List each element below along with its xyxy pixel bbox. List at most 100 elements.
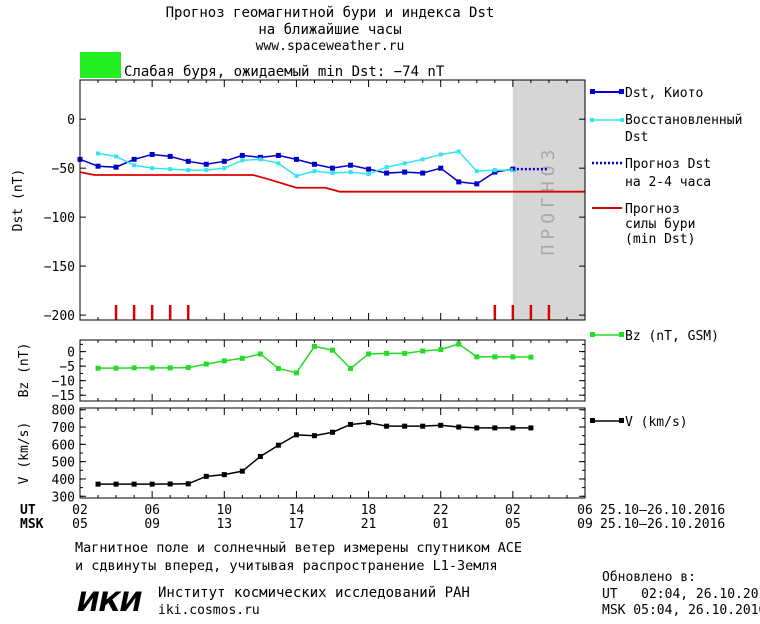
data-point [384, 170, 390, 176]
data-point [239, 355, 245, 361]
title-line1: Прогноз геомагнитной бури и индекса Dst [166, 5, 495, 21]
institute-name: Институт космических исследований РАН [158, 585, 470, 601]
data-point [492, 168, 497, 173]
data-point [95, 365, 101, 371]
legend-bz: Bz (nT, GSM) [590, 329, 719, 344]
speed-frame [79, 407, 586, 499]
data-point [275, 442, 281, 448]
legend-speed-marker [619, 418, 624, 423]
y-tick-label: 0 [67, 113, 75, 128]
series-line [79, 171, 585, 193]
data-point [366, 172, 371, 177]
x-tick-label-msk: 13 [216, 517, 232, 532]
data-point [402, 169, 408, 175]
data-point [384, 350, 390, 356]
data-point [456, 179, 462, 185]
storm-level-swatch [80, 52, 121, 78]
data-point [438, 165, 444, 171]
y-tick-label: −200 [44, 309, 75, 324]
x-tick-label-ut: 06 [577, 503, 593, 518]
bz-panel: 0−5−10−15 Bz (nT) [17, 339, 586, 404]
data-point [528, 425, 534, 431]
data-point [203, 361, 209, 367]
y-tick-label: 500 [52, 456, 75, 471]
x-tick-label-msk: 05 [72, 517, 88, 532]
data-point [113, 481, 119, 487]
data-point [239, 152, 245, 158]
speed-ylabel: V (km/s) [17, 422, 32, 485]
legend-dst-label: Dst, Киото [625, 86, 703, 101]
data-point [221, 158, 227, 164]
ut-axis-label: UT [20, 503, 36, 518]
data-point [114, 154, 119, 159]
data-point [492, 354, 498, 360]
data-point [311, 161, 317, 167]
data-point [420, 423, 426, 429]
data-point [293, 370, 299, 376]
data-point [131, 481, 137, 487]
legend-forecast-label-2: на 2-4 часа [625, 175, 711, 190]
y-tick-label: 0 [67, 346, 75, 361]
note-line1: Магнитное поле и солнечный ветер измерен… [75, 540, 522, 556]
institute-url[interactable]: iki.cosmos.ru [158, 603, 260, 618]
x-tick-label-ut: 02 [72, 503, 88, 518]
source-url[interactable]: www.spaceweather.ru [256, 39, 405, 54]
x-tick-label-ut: 06 [144, 503, 160, 518]
data-point [221, 472, 227, 478]
data-point [474, 169, 479, 174]
data-point [366, 351, 372, 357]
x-tick-label-msk: 09 [577, 517, 593, 532]
data-point [420, 170, 426, 176]
data-point [510, 425, 516, 431]
bz-frame [79, 339, 586, 402]
data-point [438, 152, 443, 157]
legend-bz-label: Bz (nT, GSM) [625, 329, 719, 344]
msk-axis-label: MSK [20, 517, 44, 532]
data-point [149, 481, 155, 487]
iki-logo: ИКИ [77, 587, 143, 618]
legend-storm-label: Прогноз [625, 202, 680, 217]
legend-storm-label-3: (min Dst) [625, 232, 695, 247]
data-point [330, 347, 335, 353]
y-tick-label: 700 [52, 421, 75, 436]
data-point [330, 171, 335, 176]
legend-speed-label: V (km/s) [625, 415, 688, 430]
title-line2: на ближайшие часы [258, 22, 401, 38]
x-tick-label-ut: 14 [289, 503, 305, 518]
legend-dst: Dst, Киото [590, 86, 703, 101]
y-tick-label: −10 [52, 375, 75, 390]
legend-bz-marker [590, 332, 595, 337]
x-tick-label-msk: 17 [289, 517, 305, 532]
legend-dst-marker [590, 89, 595, 94]
data-point [402, 423, 408, 429]
data-point [257, 453, 263, 459]
data-point [348, 162, 354, 168]
data-point [95, 163, 101, 169]
x-tick-label-ut: 02 [505, 503, 521, 518]
data-point [150, 166, 155, 171]
x-tick-label-msk: 01 [433, 517, 449, 532]
data-point [384, 165, 389, 170]
msk-date-range: 25.10–26.10.2016 [600, 517, 725, 532]
data-point [366, 420, 372, 426]
data-point [257, 351, 263, 357]
data-point [203, 473, 209, 479]
data-point [474, 425, 480, 431]
data-point [275, 152, 281, 158]
ut-date-range: 25.10–26.10.2016 [600, 503, 725, 518]
speed-panel: 300 400 500 600 700 800 V (km/s) [17, 404, 586, 505]
storm-status-text: Слабая буря, ожидаемый min Dst: −74 nT [124, 64, 445, 80]
data-point [185, 365, 191, 371]
dst-panel: ПРОГНОЗ 0 −50 −100 −150 −200 Dst (nT) [11, 79, 586, 324]
y-tick-label: −100 [44, 211, 75, 226]
updated-ut: UT 02:04, 26.10.2016 [602, 587, 760, 602]
y-tick-label: 300 [52, 490, 75, 505]
data-point [402, 161, 407, 166]
forecast-band-label: ПРОГНОЗ [538, 145, 559, 256]
data-point [149, 365, 155, 371]
data-point [149, 151, 155, 157]
data-point [474, 354, 480, 360]
x-tick-label-ut: 22 [433, 503, 449, 518]
